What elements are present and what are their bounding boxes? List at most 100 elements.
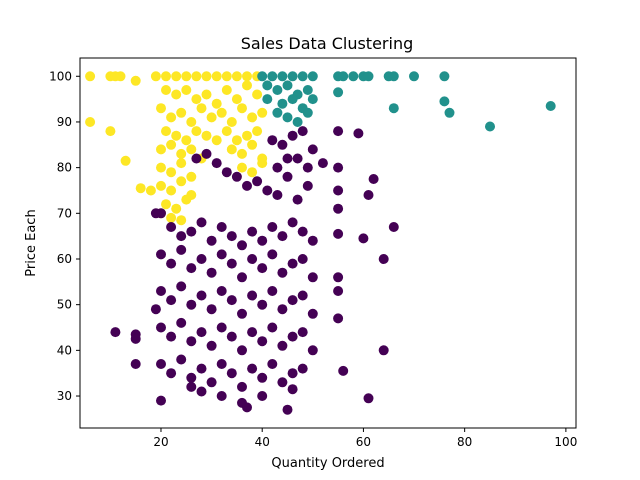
data-point-cluster-yellow bbox=[231, 135, 242, 146]
data-point-cluster-purple bbox=[221, 167, 232, 178]
data-point-cluster-purple bbox=[287, 130, 298, 141]
data-point-cluster-yellow bbox=[242, 80, 252, 91]
data-point-cluster-purple bbox=[196, 290, 207, 301]
y-axis-label: Price Each bbox=[24, 209, 39, 276]
data-point-cluster-yellow bbox=[161, 199, 171, 210]
data-point-cluster-purple bbox=[257, 263, 268, 274]
data-point-cluster-teal bbox=[388, 71, 399, 82]
y-tick-label: 30 bbox=[57, 389, 72, 403]
data-point-cluster-yellow bbox=[115, 71, 126, 82]
data-point-cluster-purple bbox=[282, 404, 293, 415]
data-point-cluster-purple bbox=[216, 286, 227, 296]
data-point-cluster-yellow bbox=[156, 162, 166, 173]
data-point-cluster-purple bbox=[297, 363, 308, 374]
data-point-cluster-purple bbox=[277, 267, 288, 278]
data-point-cluster-yellow bbox=[161, 85, 171, 95]
data-point-cluster-purple bbox=[206, 235, 217, 246]
data-point-cluster-yellow bbox=[161, 126, 171, 137]
x-tick-label: 40 bbox=[255, 435, 270, 449]
ticks-layer: 20 40 60 80 100 30 40 50 60 70 80 90 100 bbox=[49, 69, 577, 449]
data-point-cluster-purple bbox=[297, 327, 308, 338]
data-point-cluster-yellow bbox=[150, 71, 161, 82]
data-point-cluster-yellow bbox=[186, 117, 197, 127]
data-point-cluster-yellow bbox=[201, 130, 212, 141]
data-point-cluster-purple bbox=[287, 295, 298, 306]
data-point-cluster-yellow bbox=[226, 144, 237, 155]
data-point-cluster-yellow bbox=[135, 183, 146, 194]
data-point-cluster-yellow bbox=[221, 126, 232, 137]
data-point-cluster-purple bbox=[201, 148, 212, 159]
data-point-cluster-yellow bbox=[156, 180, 166, 191]
data-point-cluster-purple bbox=[363, 190, 374, 200]
data-point-cluster-purple bbox=[191, 153, 202, 164]
data-point-cluster-purple bbox=[262, 185, 273, 196]
data-point-cluster-yellow bbox=[85, 71, 96, 82]
data-point-cluster-yellow bbox=[176, 158, 187, 169]
data-point-cluster-yellow bbox=[181, 85, 192, 95]
data-point-cluster-purple bbox=[333, 313, 344, 324]
data-point-cluster-yellow bbox=[226, 117, 237, 127]
data-point-cluster-purple bbox=[242, 402, 252, 413]
data-point-cluster-purple bbox=[297, 226, 308, 237]
data-point-cluster-teal bbox=[545, 101, 556, 111]
data-point-cluster-purple bbox=[257, 372, 268, 383]
data-point-cluster-teal bbox=[262, 80, 273, 91]
data-point-cluster-purple bbox=[237, 308, 247, 319]
data-point-cluster-purple bbox=[267, 249, 278, 260]
data-point-cluster-teal bbox=[439, 96, 450, 107]
data-point-cluster-purple bbox=[130, 359, 141, 369]
data-point-cluster-yellow bbox=[257, 107, 268, 118]
data-point-cluster-yellow bbox=[201, 71, 212, 82]
data-point-cluster-purple bbox=[267, 222, 278, 232]
data-point-cluster-purple bbox=[226, 258, 237, 269]
data-point-cluster-purple bbox=[333, 228, 344, 239]
data-point-cluster-teal bbox=[302, 85, 313, 95]
data-point-cluster-yellow bbox=[171, 203, 182, 214]
x-tick-label: 100 bbox=[554, 435, 577, 449]
data-point-cluster-purple bbox=[363, 393, 374, 404]
data-point-cluster-purple bbox=[287, 258, 298, 269]
data-point-cluster-purple bbox=[267, 359, 278, 369]
data-point-cluster-purple bbox=[247, 254, 258, 264]
data-point-cluster-purple bbox=[353, 128, 364, 139]
data-point-cluster-yellow bbox=[216, 107, 227, 118]
data-point-cluster-purple bbox=[307, 308, 318, 319]
data-point-cluster-purple bbox=[287, 331, 298, 342]
data-point-cluster-purple bbox=[388, 222, 399, 232]
data-point-cluster-purple bbox=[277, 377, 288, 388]
x-tick-label: 80 bbox=[457, 435, 472, 449]
data-point-cluster-purple bbox=[150, 304, 161, 315]
data-point-cluster-purple bbox=[297, 290, 308, 301]
data-point-cluster-teal bbox=[282, 112, 293, 123]
data-point-cluster-purple bbox=[166, 295, 177, 306]
data-point-cluster-yellow bbox=[221, 85, 232, 95]
data-point-cluster-purple bbox=[292, 194, 303, 205]
data-point-cluster-teal bbox=[444, 107, 455, 118]
data-point-cluster-yellow bbox=[247, 112, 258, 123]
data-point-cluster-yellow bbox=[252, 126, 263, 137]
data-point-cluster-yellow bbox=[130, 75, 141, 86]
data-point-cluster-purple bbox=[358, 233, 369, 244]
data-point-cluster-purple bbox=[156, 286, 166, 296]
data-point-cluster-purple bbox=[307, 272, 318, 283]
data-point-cluster-purple bbox=[277, 340, 288, 351]
data-point-cluster-yellow bbox=[171, 71, 182, 82]
data-point-cluster-yellow bbox=[247, 139, 258, 150]
data-point-cluster-purple bbox=[206, 267, 217, 278]
y-tick-label: 70 bbox=[57, 206, 72, 220]
data-point-cluster-purple bbox=[333, 203, 344, 214]
data-point-cluster-purple bbox=[196, 217, 207, 228]
data-point-cluster-yellow bbox=[105, 126, 116, 137]
data-point-cluster-teal bbox=[363, 71, 374, 82]
data-point-cluster-teal bbox=[302, 107, 313, 118]
data-point-cluster-yellow bbox=[231, 94, 242, 105]
data-point-cluster-purple bbox=[176, 244, 187, 255]
data-point-cluster-purple bbox=[216, 322, 227, 333]
points-layer bbox=[85, 71, 556, 415]
data-point-cluster-purple bbox=[267, 286, 278, 296]
data-point-cluster-purple bbox=[333, 272, 344, 283]
data-point-cluster-purple bbox=[272, 190, 283, 200]
data-point-cluster-purple bbox=[186, 372, 197, 383]
data-point-cluster-purple bbox=[368, 174, 379, 184]
data-point-cluster-purple bbox=[247, 327, 258, 338]
